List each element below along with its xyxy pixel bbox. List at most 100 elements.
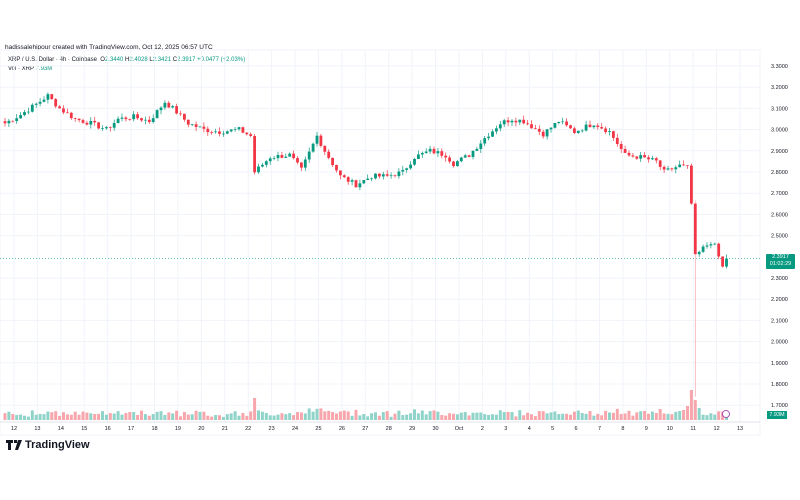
candle-body xyxy=(631,155,635,157)
volume-bar xyxy=(424,414,428,420)
candle-body xyxy=(264,161,268,165)
volume-bar xyxy=(202,411,206,420)
candle-body xyxy=(709,244,713,246)
candle-body xyxy=(222,133,225,135)
x-tick-label: 20 xyxy=(198,426,204,432)
x-tick-label: 6 xyxy=(575,426,578,432)
y-tick-label: 2.6000 xyxy=(771,212,788,218)
candle-body xyxy=(120,117,124,119)
volume-bar xyxy=(611,412,615,420)
candle-body xyxy=(393,175,397,177)
candle-body xyxy=(342,175,346,178)
volume-bar xyxy=(311,411,315,420)
volume-bar xyxy=(377,415,381,420)
volume-bar xyxy=(280,413,284,420)
candle-body xyxy=(491,131,494,137)
volume-bar xyxy=(459,412,463,420)
candle-body xyxy=(124,117,128,120)
candle-body xyxy=(580,130,584,132)
volume-bar xyxy=(619,414,623,420)
volume-bar xyxy=(81,411,85,420)
candle-body xyxy=(561,121,565,123)
volume-bar xyxy=(588,411,592,420)
candle-body xyxy=(358,183,362,188)
volume-bar xyxy=(198,411,202,420)
volume-bar xyxy=(354,409,358,420)
volume-bar xyxy=(323,411,327,420)
volume-bar xyxy=(26,416,30,420)
candle-body xyxy=(432,148,436,154)
candle-body xyxy=(428,148,432,152)
volume-bar xyxy=(23,415,26,420)
candle-body xyxy=(417,154,420,159)
tradingview-logo[interactable]: TradingView xyxy=(6,439,90,451)
close-value: 2.3917 xyxy=(177,57,196,63)
high-value: 2.4028 xyxy=(129,57,148,63)
volume-bar xyxy=(541,411,545,420)
candle-body xyxy=(401,169,405,172)
candle-body xyxy=(284,156,288,158)
candle-body xyxy=(510,120,514,123)
volume-bar xyxy=(338,411,342,420)
volume-bar xyxy=(471,412,475,420)
x-tick-label: 12 xyxy=(11,426,17,432)
volume-bar xyxy=(647,413,650,420)
candle-body xyxy=(346,177,350,182)
volume-bar xyxy=(631,415,635,420)
candle-body xyxy=(261,164,264,167)
volume-bar xyxy=(498,410,502,420)
x-tick-label: 10 xyxy=(667,426,673,432)
volume-label[interactable]: Vol · XRP xyxy=(8,66,34,72)
symbol-title[interactable]: XRP / U.S. Dollar · 4h · Coinbase xyxy=(8,57,97,63)
volume-bar xyxy=(65,414,69,420)
volume-bar xyxy=(666,413,670,420)
candle-body xyxy=(54,99,58,107)
y-tick-label: 1.9000 xyxy=(771,361,788,367)
candle-body xyxy=(69,112,73,119)
x-tick-label: 18 xyxy=(151,426,157,432)
y-tick-label: 1.7000 xyxy=(771,403,788,409)
volume-bar xyxy=(225,414,229,420)
last-price-badge: 2.3917 01:02:29 xyxy=(766,254,795,269)
volume-bar xyxy=(54,411,58,420)
candle-body xyxy=(155,110,159,119)
volume-bar xyxy=(658,409,662,420)
volume-bar xyxy=(444,415,448,420)
candle-body xyxy=(506,120,510,123)
volume-bar xyxy=(30,410,34,420)
candle-body xyxy=(549,127,553,130)
x-tick-label: 27 xyxy=(362,426,368,432)
volume-bar xyxy=(104,414,108,420)
volume-bar xyxy=(401,415,405,420)
volume-bar xyxy=(413,409,416,420)
x-tick-label: 24 xyxy=(292,426,298,432)
candle-body xyxy=(389,175,393,177)
candle-body xyxy=(662,166,666,170)
candle-body xyxy=(229,129,233,132)
volume-bar xyxy=(639,411,643,420)
volume-bar xyxy=(463,412,467,420)
candle-body xyxy=(627,152,631,156)
candle-body xyxy=(245,132,249,135)
volume-bar xyxy=(545,413,549,420)
volume-bar xyxy=(506,411,510,420)
volume-bar xyxy=(502,412,506,420)
candle-body xyxy=(635,156,639,159)
candle-body xyxy=(713,243,717,245)
volume-bar xyxy=(604,410,608,420)
candle-body xyxy=(198,126,202,128)
candle-body xyxy=(374,173,377,179)
candle-body xyxy=(448,157,451,162)
volume-bar xyxy=(108,413,112,420)
volume-bar xyxy=(693,400,697,420)
volume-bar xyxy=(163,414,167,420)
candle-body xyxy=(167,102,171,108)
candle-body xyxy=(105,127,108,129)
candle-body xyxy=(471,150,475,157)
candle-body xyxy=(678,164,682,168)
volume-bar xyxy=(393,413,397,420)
candle-body xyxy=(725,258,728,267)
volume-bar xyxy=(210,416,214,420)
volume-bar xyxy=(420,410,424,420)
